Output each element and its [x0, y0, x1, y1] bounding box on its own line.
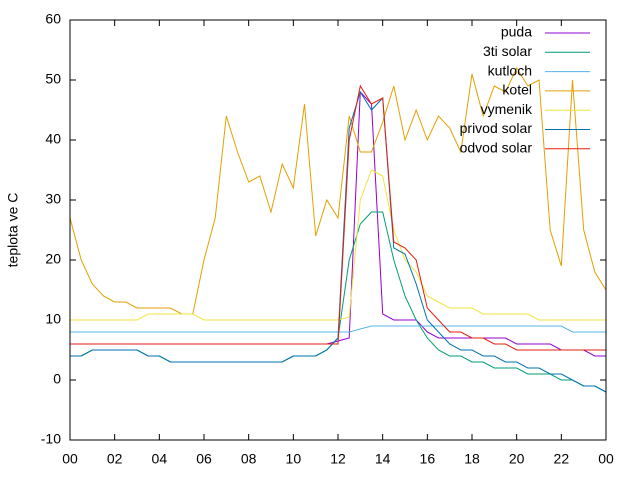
y-axis-label: teplota ve C — [5, 193, 21, 268]
x-tick-label: 12 — [330, 451, 346, 467]
y-tick-label: 30 — [45, 191, 61, 207]
y-tick-label: 20 — [45, 251, 61, 267]
legend-label: kotel — [502, 82, 532, 98]
legend-label: puda — [501, 24, 532, 40]
x-tick-label: 06 — [196, 451, 212, 467]
legend-label: odvod solar — [460, 140, 533, 156]
y-tick-label: -10 — [41, 431, 61, 447]
legend-label: 3ti solar — [483, 43, 532, 59]
legend-label: vymenik — [481, 101, 533, 117]
x-tick-label: 14 — [375, 451, 391, 467]
x-tick-label: 08 — [241, 451, 257, 467]
x-tick-label: 16 — [420, 451, 436, 467]
series-line — [69, 66, 607, 315]
x-tick-label: 18 — [464, 451, 480, 467]
series-line — [70, 211, 607, 393]
x-tick-label: 10 — [286, 451, 302, 467]
x-tick-label: 02 — [107, 451, 123, 467]
x-tick-label: 00 — [62, 451, 78, 467]
series-line — [70, 84, 606, 351]
y-tick-label: 50 — [45, 71, 61, 87]
plot-border — [69, 19, 607, 441]
y-tick-label: 60 — [45, 11, 61, 27]
x-tick-label: 22 — [554, 451, 570, 467]
legend-label: kutloch — [488, 62, 532, 78]
x-tick-label: 04 — [152, 451, 168, 467]
y-tick-label: 0 — [53, 371, 61, 387]
x-tick-label: 20 — [509, 451, 525, 467]
y-tick-label: 40 — [45, 131, 61, 147]
legend-label: privod solar — [460, 120, 533, 136]
x-tick-label: 00 — [598, 451, 614, 467]
y-tick-label: 10 — [45, 311, 61, 327]
series-line — [70, 169, 606, 321]
series-line — [70, 90, 607, 393]
